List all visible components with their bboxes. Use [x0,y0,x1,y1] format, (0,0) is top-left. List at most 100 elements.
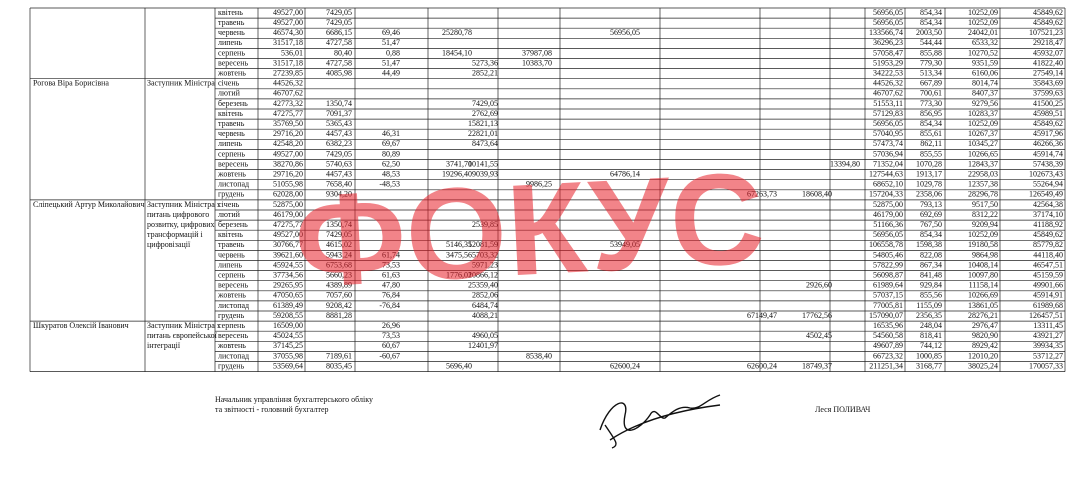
month: квітень [218,109,243,118]
amount: 59208,55 [273,311,303,320]
amount: 44118,40 [1033,250,1063,259]
amount: 12843,37 [968,159,998,168]
amount: 7189,61 [326,351,352,360]
amount: 44526,32 [873,79,903,88]
amount: 51553,11 [873,99,903,108]
amount: 667,89 [920,79,942,88]
amount: 62028,00 [273,190,303,199]
amount: 1350,74 [326,99,352,108]
month: жовтень [217,291,246,300]
amount: 1000,85 [916,351,942,360]
amount: 2003,50 [916,28,942,37]
amount: -76,84 [379,301,400,310]
month: березень [218,220,248,229]
amount: 18454,10 [442,48,472,57]
amount: 1598,38 [916,240,942,249]
amount: 10252,09 [968,18,998,27]
month: серпень [218,149,245,158]
amount: 38270,86 [273,159,303,168]
amount: 56956,05 [873,230,903,239]
amount: 6160,06 [972,68,998,77]
amount: 8929,42 [972,341,998,350]
amount: 248,04 [920,321,942,330]
amount: 68652,10 [873,180,903,189]
amount: 8035,45 [326,361,352,370]
amount: 9209,94 [972,220,998,229]
amount: 53712,27 [1033,351,1063,360]
amount: 42773,32 [273,99,303,108]
month: червень [218,250,245,259]
amount: 45914,74 [1033,149,1063,158]
amount: 1350,74 [326,220,352,229]
amount: 49527,00 [273,18,303,27]
amount: 39621,60 [273,250,303,259]
month: липень [218,139,242,148]
amount: 57040,95 [873,129,903,138]
amount: 767,50 [920,220,942,229]
amount: 10141,55 [468,159,498,168]
month: квітень [218,8,243,17]
amount: 67263,73 [747,190,777,199]
amount: 48,53 [382,169,400,178]
month: грудень [218,361,245,370]
position: Заступник Міністра з [147,200,220,209]
amount: 52875,00 [873,200,903,209]
amount: 26,96 [382,321,400,330]
amount: 37734,56 [273,270,303,279]
amount: 46,31 [382,129,400,138]
amount: 80,89 [382,149,400,158]
amount: 47,80 [382,281,400,290]
amount: 17762,56 [802,311,832,320]
amount: 867,34 [920,260,942,269]
amount: 841,48 [920,270,942,279]
amount: 45024,55 [273,331,303,340]
amount: 1913,17 [916,169,942,178]
amount: -60,67 [379,351,400,360]
amount: 16509,00 [273,321,303,330]
amount: 22821,01 [468,129,498,138]
amount: 37987,08 [522,48,552,57]
amount: 54560,58 [873,331,903,340]
amount: 60,67 [382,341,400,350]
amount: 49527,00 [273,230,303,239]
amount: 10383,70 [522,58,552,67]
position: Заступник Міністра з [147,321,220,330]
month: вересень [218,331,249,340]
amount: 4088,21 [472,311,498,320]
amount: 854,34 [920,230,942,239]
amount: 692,69 [920,210,942,219]
amount: 11158,14 [969,281,998,290]
position: Заступник Міністра [147,79,215,88]
amount: 27549,14 [1033,68,1063,77]
amount: 45849,62 [1033,18,1063,27]
amount: 106558,78 [869,240,903,249]
month: січень [218,200,240,209]
amount: 27239,85 [273,68,303,77]
amount: 157204,33 [869,190,903,199]
amount: 1070,28 [916,159,942,168]
amount: 5660,23 [326,270,352,279]
amount: 76,84 [382,291,400,300]
amount: 47275,77 [273,220,303,229]
amount: 8312,22 [972,210,998,219]
amount: 49607,89 [873,341,903,350]
amount: 10267,37 [968,129,998,138]
amount: 16535,96 [873,321,903,330]
month: жовтень [217,341,246,350]
amount: 62600,24 [610,361,640,370]
amount: 31517,18 [273,38,303,47]
amount: 42548,20 [273,139,303,148]
month: грудень [218,311,245,320]
amount: 855,88 [920,48,942,57]
amount: 35843,69 [1033,79,1063,88]
amount: 7429,05 [326,18,352,27]
amount: 10866,12 [468,270,498,279]
amount: 55264,94 [1033,180,1063,189]
amount: 10097,80 [968,270,998,279]
position: питань цифрового [147,210,209,219]
amount: 57058,47 [873,48,903,57]
amount: 47275,77 [273,109,303,118]
amount: 855,56 [920,291,942,300]
amount: 4615,02 [326,240,352,249]
amount: 10252,09 [968,230,998,239]
